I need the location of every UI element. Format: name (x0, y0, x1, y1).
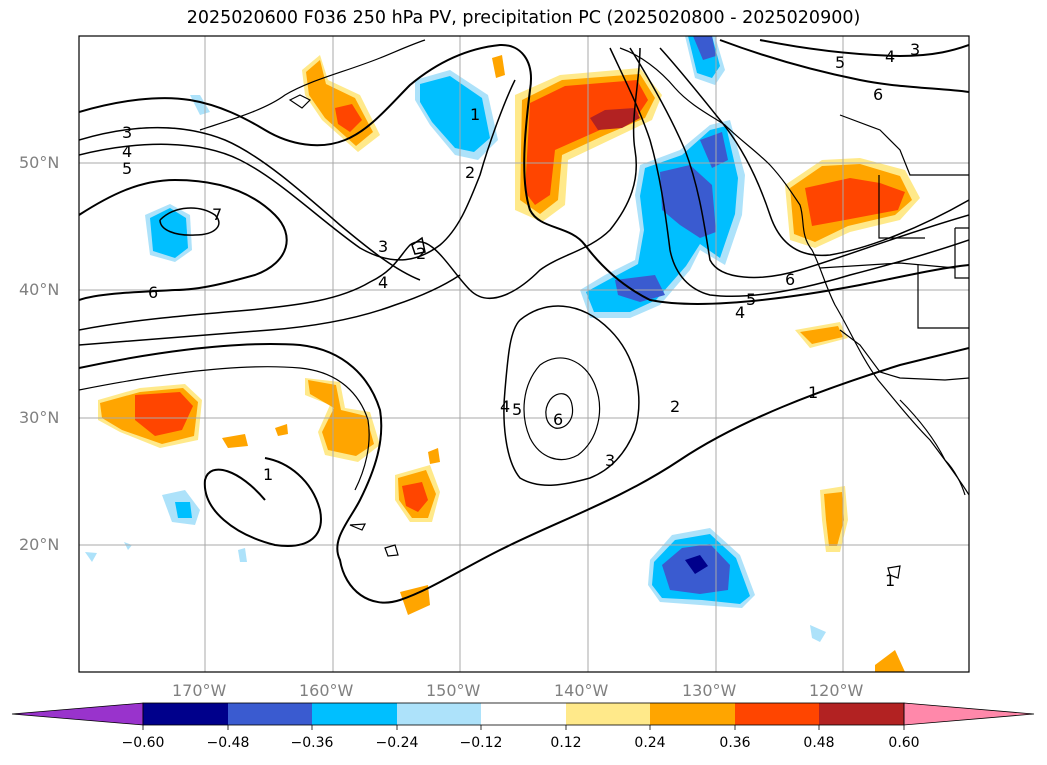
pv-label: 4 (735, 303, 745, 322)
lat-tick-label: 40°N (19, 280, 60, 299)
lon-tick-label: 130°W (682, 681, 737, 700)
pv-label: 3 (122, 123, 132, 142)
lat-tick-label: 50°N (19, 153, 60, 172)
colorbar-segment (566, 703, 651, 725)
colorbar-extend-low (11, 702, 144, 726)
colorbar-segment (397, 703, 482, 725)
lon-tick-label: 170°W (172, 681, 227, 700)
colorbar-tick-label: 0.60 (888, 735, 920, 751)
pv-label: 6 (148, 283, 158, 302)
pv-label: 2 (416, 244, 426, 263)
colorbar-tick-label: −0.48 (206, 735, 250, 751)
colorbar-segment (312, 703, 397, 725)
colorbar-tick-label: −0.24 (375, 735, 419, 751)
pv-label: 2 (670, 397, 680, 416)
pv-label: 1 (885, 571, 895, 590)
pv-label: 3 (378, 237, 388, 256)
colorbar (11, 702, 1035, 730)
colorbar-segment (735, 703, 820, 725)
pv-label: 5 (512, 400, 522, 419)
colorbar-tick-label: 0.48 (803, 735, 835, 751)
pv-label: 1 (470, 105, 480, 124)
pv-label: 6 (785, 270, 795, 289)
lon-tick-label: 160°W (299, 681, 354, 700)
pv-label: 6 (873, 85, 883, 104)
colorbar-segment (819, 703, 904, 725)
pv-label: 4 (500, 397, 510, 416)
pv-label: 1 (808, 383, 818, 402)
colorbar-tick-label: −0.60 (121, 735, 165, 751)
colorbar-segment (143, 703, 228, 725)
pv-label: 7 (212, 205, 222, 224)
colorbar-tick-label: 0.24 (634, 735, 666, 751)
colorbar-segment (650, 703, 735, 725)
pv-contours (79, 39, 969, 604)
pv-label: 4 (122, 142, 132, 161)
colorbar-tick-label: −0.12 (459, 735, 503, 751)
pv-label: 6 (553, 410, 563, 429)
map-frame (78, 35, 970, 673)
pv-label: 5 (835, 53, 845, 72)
lon-tick-label: 150°W (426, 681, 481, 700)
pv-label: 3 (605, 451, 615, 470)
colorbar-tick-label: 0.36 (719, 735, 751, 751)
pv-label: 2 (465, 163, 475, 182)
lon-tick-label: 120°W (809, 681, 864, 700)
precip-positive-areas (98, 55, 920, 672)
precip-negative-areas (85, 36, 826, 642)
lon-tick-label: 140°W (554, 681, 609, 700)
lat-tick-label: 20°N (19, 535, 60, 554)
colorbar-extend-high (903, 702, 1035, 726)
pv-label: 4 (378, 273, 388, 292)
pv-label: 4 (885, 47, 895, 66)
pv-contour-labels: 3 4 5 6 7 1 3 4 2 2 1 4 5 6 3 2 4 5 6 1 … (122, 40, 920, 590)
colorbar-segment (481, 703, 566, 725)
lat-tick-label: 30°N (19, 408, 60, 427)
pv-label: 1 (263, 465, 273, 484)
colorbar-tick-label: −0.36 (290, 735, 334, 751)
pv-label: 5 (122, 159, 132, 178)
coastlines (199, 39, 969, 579)
pv-label: 5 (746, 290, 756, 309)
colorbar-segment (228, 703, 313, 725)
pv-label: 3 (910, 40, 920, 59)
colorbar-tick-label: 0.12 (550, 735, 582, 751)
map-title: 2025020600 F036 250 hPa PV, precipitatio… (186, 8, 861, 28)
